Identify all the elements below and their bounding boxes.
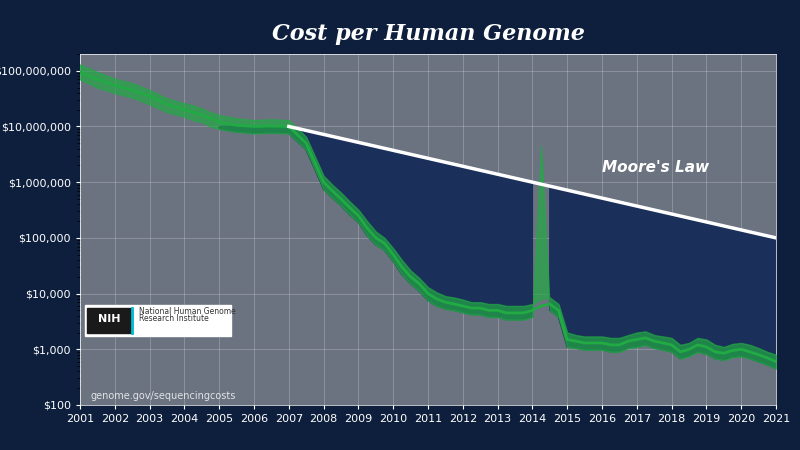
Title: Cost per Human Genome: Cost per Human Genome — [271, 23, 585, 45]
Bar — [86, 305, 231, 337]
Text: Moore's Law: Moore's Law — [602, 160, 709, 176]
Text: genome.gov/sequencingcosts: genome.gov/sequencingcosts — [90, 391, 236, 401]
Bar — [87, 308, 132, 333]
Text: Research Institute: Research Institute — [139, 315, 209, 324]
Text: NIH: NIH — [98, 314, 121, 324]
Text: National Human Genome: National Human Genome — [139, 307, 236, 316]
